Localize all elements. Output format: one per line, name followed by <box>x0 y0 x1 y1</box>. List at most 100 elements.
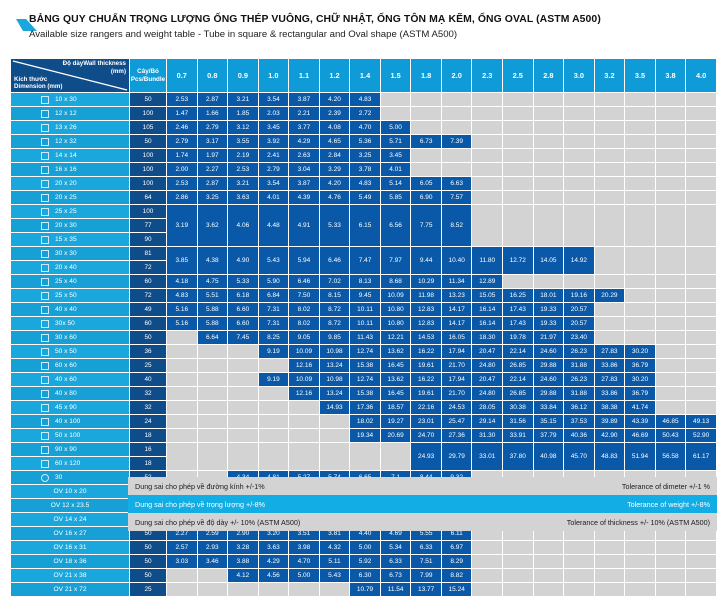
weight-cell-empty <box>197 415 228 428</box>
weight-cell: 3.45 <box>258 121 289 134</box>
weight-cell: 5.71 <box>380 135 411 148</box>
weight-cell: 36.79 <box>625 359 655 372</box>
dimension-cell[interactable]: 40 x 40 <box>11 303 129 316</box>
dimension-cell[interactable]: 20 x 40 <box>11 261 129 274</box>
weight-cell-empty <box>686 107 716 120</box>
pcs-per-bundle-cell: 32 <box>130 387 166 400</box>
pcs-per-bundle-cell: 50 <box>130 555 166 568</box>
thickness-header-0.7: 0.7 <box>167 59 197 92</box>
dimension-cell[interactable]: OV 16 x 27 <box>11 527 129 540</box>
table-row: 25 x 50 72 4.83 5.51 6.18 6.84 7.50 8.15 9.45 10.… <box>11 289 716 302</box>
dimension-cell[interactable]: 20 x 25 <box>11 191 129 204</box>
weight-cell-empty <box>655 317 686 330</box>
pcs-per-bundle-cell: 18 <box>130 457 166 470</box>
dimension-label: OV 16 x 27 <box>53 530 87 537</box>
weight-cell: 24.80 <box>472 359 503 372</box>
dimension-cell[interactable]: 45 x 90 <box>11 401 129 414</box>
weight-cell-empty <box>686 331 716 344</box>
weight-cell-empty <box>289 583 319 596</box>
dimension-cell[interactable]: OV 21 x 72 <box>11 583 129 596</box>
weight-cell: 20.57 <box>564 317 594 330</box>
weight-cell: 2.84 <box>319 149 350 162</box>
dimension-cell[interactable]: 15 x 35 <box>11 233 129 246</box>
weight-cell-empty <box>564 121 594 134</box>
dimension-cell[interactable]: 40 x 60 <box>11 373 129 386</box>
weight-cell-empty <box>258 415 289 428</box>
dimension-cell[interactable]: 25 x 25 <box>11 205 129 218</box>
weight-cell: 5.94 <box>289 247 319 274</box>
dimension-cell[interactable]: 12 x 12 <box>11 107 129 120</box>
dimension-cell[interactable]: OV 21 x 38 <box>11 569 129 582</box>
weight-cell: 12.83 <box>411 303 441 316</box>
dimension-cell[interactable]: 25 x 50 <box>11 289 129 302</box>
square-icon <box>41 179 49 188</box>
weight-cell: 30.20 <box>625 373 655 386</box>
weight-cell: 5.92 <box>350 555 380 568</box>
weight-cell: 23.01 <box>411 415 441 428</box>
weight-cell: 8.29 <box>441 555 472 568</box>
weight-cell: 24.60 <box>533 345 564 358</box>
weight-cell-empty <box>625 149 655 162</box>
weight-cell-empty <box>564 191 594 204</box>
weight-cell: 5.88 <box>197 317 228 330</box>
weight-cell-empty <box>228 415 258 428</box>
weight-cell-empty <box>655 191 686 204</box>
weight-cell: 8.25 <box>258 331 289 344</box>
weight-cell-empty <box>503 163 533 176</box>
weight-cell: 18.02 <box>350 415 380 428</box>
dimension-cell[interactable]: 60 x 120 <box>11 457 129 470</box>
weight-cell: 4.38 <box>197 247 228 274</box>
table-header-row: Độ dàyWall thickness (mm) Kích thước Dim… <box>11 59 716 92</box>
weight-cell-empty <box>564 93 594 106</box>
thickness-header-1.0: 1.0 <box>258 59 289 92</box>
dimension-cell[interactable]: 40 x 100 <box>11 415 129 428</box>
dimension-cell[interactable]: 25 x 40 <box>11 275 129 288</box>
thickness-header-2.8: 2.8 <box>533 59 564 92</box>
weight-cell-empty <box>258 583 289 596</box>
weight-cell: 11.54 <box>380 583 411 596</box>
dimension-cell[interactable]: 50 x 50 <box>11 345 129 358</box>
square-icon <box>41 347 49 356</box>
dimension-cell[interactable]: 13 x 26 <box>11 121 129 134</box>
weight-cell: 2.19 <box>228 149 258 162</box>
dimension-cell[interactable]: 30x 50 <box>11 317 129 330</box>
dimension-cell[interactable]: OV 18 x 36 <box>11 555 129 568</box>
weight-cell-empty <box>533 191 564 204</box>
weight-cell: 10.80 <box>380 317 411 330</box>
dimension-cell[interactable]: 10 x 30 <box>11 93 129 106</box>
dimension-cell[interactable]: OV 10 x 20 <box>11 485 129 498</box>
dimension-cell[interactable]: 50 x 100 <box>11 429 129 442</box>
weight-cell: 24.80 <box>472 387 503 400</box>
weight-cell: 17.94 <box>441 373 472 386</box>
dimension-cell[interactable]: 40 x 80 <box>11 387 129 400</box>
dimension-cell[interactable]: 30 x 60 <box>11 331 129 344</box>
dimension-cell[interactable]: OV 14 x 24 <box>11 513 129 526</box>
weight-cell-empty <box>503 93 533 106</box>
dimension-cell[interactable]: 16 x 16 <box>11 163 129 176</box>
table-row: 50 x 50 36 9.19 10.09 10.98 12.74 13.62 16.22 17… <box>11 345 716 358</box>
dimension-cell[interactable]: 14 x 14 <box>11 149 129 162</box>
dimension-cell[interactable]: 60 x 60 <box>11 359 129 372</box>
weight-cell-empty <box>594 135 625 148</box>
weight-cell: 10.11 <box>350 317 380 330</box>
dimension-cell[interactable]: 20 x 20 <box>11 177 129 190</box>
weight-cell-empty <box>655 331 686 344</box>
table-row: 15 x 35 90 <box>11 233 716 246</box>
dimension-cell[interactable]: 20 x 30 <box>11 219 129 232</box>
weight-cell-empty <box>655 247 686 274</box>
weight-cell: 13.24 <box>319 359 350 372</box>
dimension-cell[interactable]: 90 x 90 <box>11 443 129 456</box>
weight-cell: 6.30 <box>350 569 380 582</box>
weight-cell: 5.43 <box>319 569 350 582</box>
weight-cell-empty <box>625 247 655 274</box>
weight-cell-empty <box>411 149 441 162</box>
weight-cell: 12.72 <box>503 247 533 274</box>
dimension-cell[interactable]: 30 <box>11 471 129 484</box>
dimension-cell[interactable]: OV 12 x 23.5 <box>11 499 129 512</box>
weight-cell: 19.78 <box>503 331 533 344</box>
weight-cell: 4.90 <box>228 247 258 274</box>
weight-cell-empty <box>655 121 686 134</box>
weight-cell: 9.44 <box>411 247 441 274</box>
dimension-cell[interactable]: 12 x 32 <box>11 135 129 148</box>
dimension-cell[interactable]: 30 x 30 <box>11 247 129 260</box>
